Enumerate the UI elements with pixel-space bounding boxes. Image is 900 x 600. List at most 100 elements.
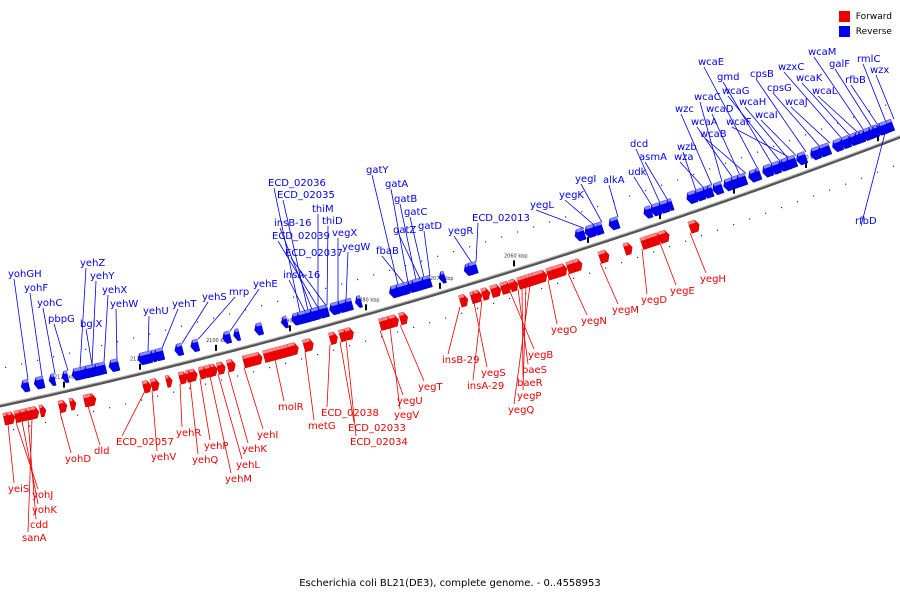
track-dot <box>381 336 383 338</box>
track-dot <box>781 207 783 209</box>
track-dot <box>621 262 623 264</box>
leader-line <box>641 249 648 295</box>
reverse-gene-block <box>858 129 867 143</box>
track-dot <box>261 305 263 307</box>
forward-arrow-shade <box>262 344 290 354</box>
leader-line <box>783 71 843 139</box>
leader-line <box>453 235 473 264</box>
reverse-gene-block <box>872 124 881 138</box>
track-dot <box>5 366 7 368</box>
forward-gene-label: yegB <box>528 350 553 361</box>
leader-line <box>659 242 677 286</box>
leader-line <box>722 81 773 165</box>
legend: Forward Reverse <box>838 9 892 39</box>
reverse-arrow-shade <box>255 322 262 327</box>
track-dot <box>741 157 743 159</box>
forward-gene-block <box>645 232 662 248</box>
reverse-arrow-shade <box>858 130 863 134</box>
forward-gene-label: yegV <box>394 410 419 421</box>
reverse-arrow-shade <box>282 315 287 320</box>
track-dot <box>365 340 367 342</box>
reverse-arrow-shade <box>713 181 722 187</box>
forward-swatch-icon <box>838 11 850 22</box>
reverse-gene-label: yehS <box>202 292 227 303</box>
leader-line <box>875 74 895 120</box>
forward-gene-block <box>572 258 583 272</box>
leader-line <box>279 227 313 310</box>
track-dot <box>237 375 239 377</box>
reverse-arrow-shade <box>330 301 339 307</box>
reverse-gene-label: yehX <box>102 285 127 296</box>
forward-arrow-shade <box>531 269 544 277</box>
reverse-gene-label: wzxC <box>778 62 804 73</box>
forward-gene-block <box>164 374 173 388</box>
track-dot <box>533 226 535 228</box>
reverse-arrow-shade <box>724 177 733 183</box>
forward-arrow-shade <box>142 380 148 385</box>
forward-arrow-shade <box>458 294 465 299</box>
leader-line <box>547 279 558 325</box>
track-dot <box>821 128 823 130</box>
reverse-arrow-shade <box>755 167 760 172</box>
track-dot <box>581 211 583 213</box>
leader-line <box>179 383 183 428</box>
forward-arrow-shade <box>68 397 73 402</box>
leader-line <box>760 119 797 156</box>
track-dot <box>637 256 639 258</box>
forward-gene-label: yegD <box>641 295 667 306</box>
reverse-arrow-shade <box>224 330 230 335</box>
forward-gene-label: yegN <box>581 316 607 327</box>
track-dot <box>405 265 407 267</box>
forward-arrow-shade <box>57 400 64 405</box>
leader-line <box>731 126 791 159</box>
leader-line <box>199 378 211 441</box>
reverse-gene-label: ECD_02013 <box>472 213 530 224</box>
forward-gene-block <box>469 291 478 305</box>
leader-line <box>371 174 399 286</box>
track-dot <box>77 414 79 416</box>
reverse-gene-block <box>174 342 185 357</box>
track-dot <box>333 349 335 351</box>
track-dot <box>373 274 375 276</box>
reverse-arrow-shade <box>50 373 55 378</box>
leader-line <box>7 424 15 484</box>
leader-line <box>862 63 887 123</box>
leader-line <box>379 330 404 396</box>
track-dot <box>37 359 39 361</box>
legend-label-reverse: Reverse <box>855 26 892 37</box>
forward-gene-block <box>687 219 700 234</box>
leader-line <box>103 294 109 363</box>
track-dot <box>85 348 87 350</box>
reverse-gene-block <box>754 167 763 181</box>
track-dot <box>517 231 519 233</box>
track-dot <box>301 358 303 360</box>
reverse-arrow-shade <box>821 142 829 148</box>
leader-line <box>21 420 39 505</box>
forward-gene-label: yegO <box>551 325 577 336</box>
track-dot <box>293 296 295 298</box>
reverse-gene-label: yehT <box>172 299 197 310</box>
reverse-gene-label: pbpG <box>48 314 75 325</box>
leader-line <box>744 106 789 159</box>
track-dot <box>165 329 167 331</box>
track-dot <box>645 190 647 192</box>
reverse-gene-label: mrp <box>229 287 249 298</box>
reverse-gene-label: insB-16 <box>274 218 312 229</box>
track-dot <box>797 201 799 203</box>
forward-gene-block <box>458 294 469 308</box>
leader-line <box>42 307 56 374</box>
reverse-arrow-shade <box>885 119 892 124</box>
track-dot <box>13 429 15 431</box>
forward-arrow-shade <box>243 352 259 359</box>
reverse-arrow-shade <box>771 160 779 166</box>
track-dot <box>21 363 23 365</box>
forward-gene-block <box>302 338 314 353</box>
reverse-arrow-shade <box>833 138 841 144</box>
track-dot <box>845 183 847 185</box>
reverse-gene-label: thiM <box>312 204 334 215</box>
leader-line <box>772 92 821 148</box>
reverse-gene-block <box>48 373 57 387</box>
reverse-gene-label: wcaI <box>755 110 778 121</box>
leader-line <box>277 240 319 308</box>
reverse-gene-block <box>61 370 70 384</box>
